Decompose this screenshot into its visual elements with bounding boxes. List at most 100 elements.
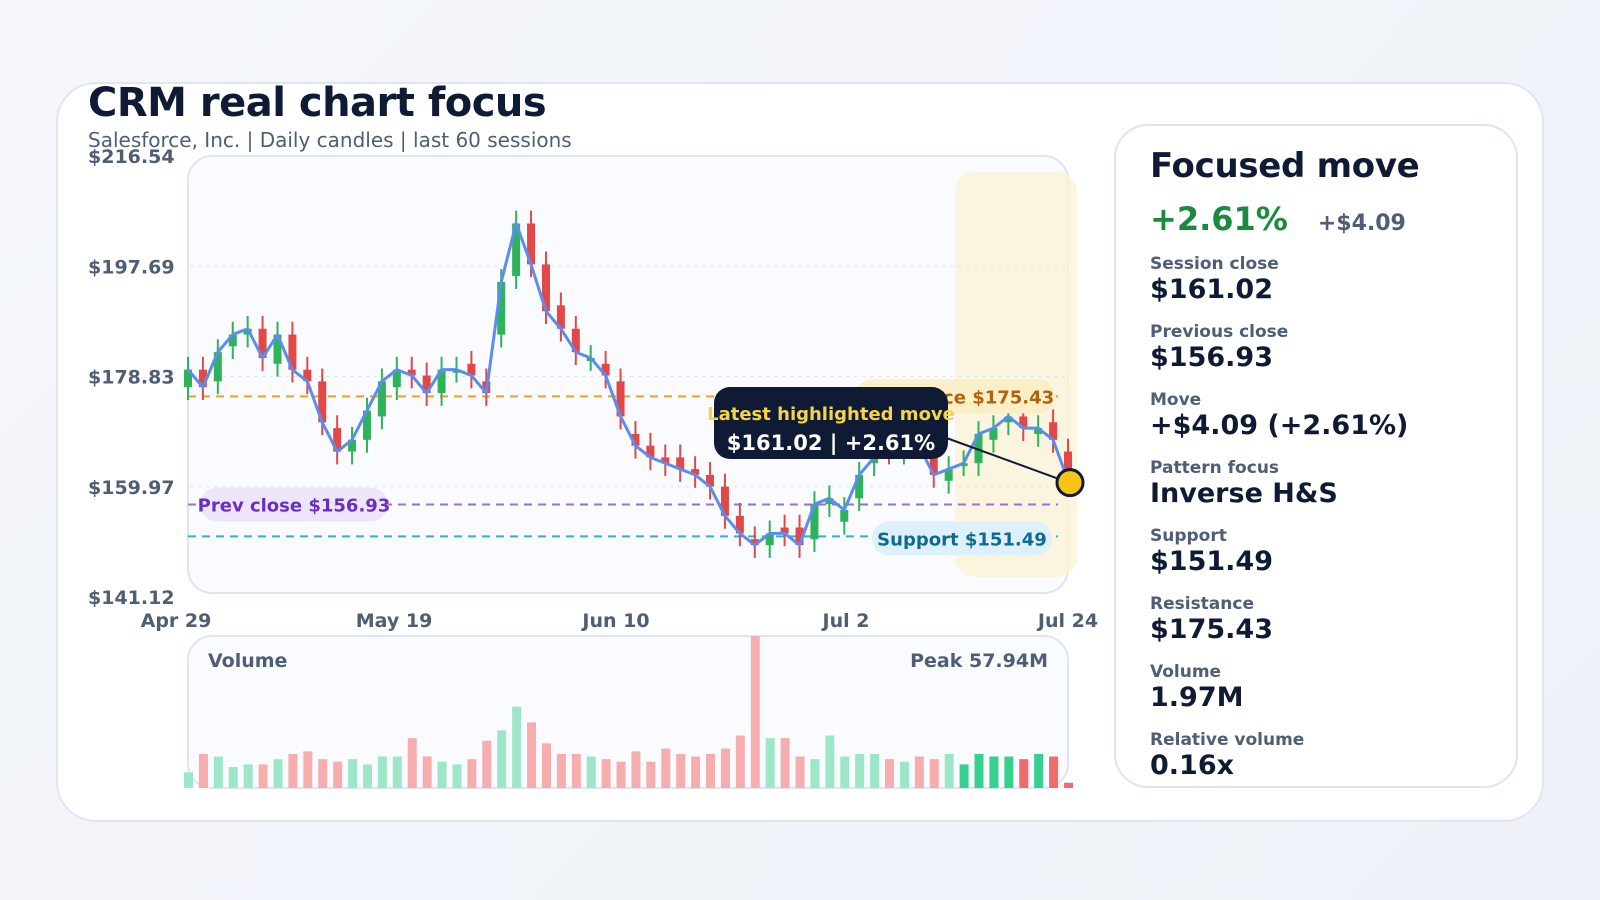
volume-bar bbox=[944, 753, 954, 788]
volume-bar bbox=[407, 738, 417, 788]
stat-label: Resistance bbox=[1150, 594, 1254, 614]
move-percent: +2.61% bbox=[1150, 200, 1288, 238]
volume-bar bbox=[571, 753, 581, 788]
prev-close-label: Prev close $156.93 bbox=[198, 496, 391, 517]
volume-peak-label: Peak 57.94M bbox=[910, 650, 1048, 672]
volume-bar bbox=[348, 759, 358, 788]
support-label: Support $151.49 bbox=[877, 529, 1047, 550]
volume-bar bbox=[989, 756, 999, 788]
candle-body bbox=[184, 369, 192, 388]
callout-title: Latest highlighted move bbox=[707, 404, 955, 425]
stat-session-close: Session close $161.02 bbox=[1150, 254, 1516, 306]
candle-body bbox=[810, 504, 819, 540]
volume-bar bbox=[646, 761, 656, 788]
candle-body bbox=[944, 469, 953, 481]
candle-body bbox=[765, 533, 774, 546]
volume-bar bbox=[780, 738, 790, 788]
candle-body bbox=[989, 428, 998, 440]
candle-body bbox=[1019, 416, 1028, 429]
focused-move-panel: Focused move +2.61% +$4.09 Session close… bbox=[1114, 124, 1518, 788]
y-tick-label: $141.12 bbox=[88, 587, 175, 609]
stat-value: Inverse H&S bbox=[1150, 478, 1338, 509]
volume-bar bbox=[541, 743, 551, 788]
stat-label: Support bbox=[1150, 526, 1227, 546]
stat-value: 0.16x bbox=[1150, 750, 1235, 781]
callout-connector bbox=[929, 431, 1070, 484]
panel-title: Focused move bbox=[1150, 146, 1420, 186]
move-amount: +$4.09 bbox=[1317, 211, 1406, 236]
stat-label: Pattern focus bbox=[1150, 458, 1280, 478]
candle-body bbox=[228, 334, 237, 347]
stat-previous-close: Previous close $156.93 bbox=[1150, 322, 1516, 374]
stat-relative-volume: Relative volume 0.16x bbox=[1150, 730, 1516, 782]
volume-bar bbox=[840, 756, 850, 788]
volume-bar bbox=[1004, 756, 1014, 788]
stat-value: $156.93 bbox=[1150, 342, 1273, 373]
volume-bar bbox=[273, 759, 283, 788]
volume-bar bbox=[914, 756, 924, 788]
candle-body bbox=[198, 369, 207, 388]
x-tick-label: Apr 29 bbox=[141, 610, 212, 632]
volume-bar bbox=[586, 756, 596, 788]
candle-body bbox=[333, 428, 342, 452]
candle-body bbox=[825, 498, 834, 505]
candle-body bbox=[1064, 451, 1072, 481]
volume-bar bbox=[735, 735, 745, 788]
candle-body bbox=[273, 334, 282, 364]
y-tick-label: $197.69 bbox=[88, 256, 175, 278]
x-tick-label: Jul 2 bbox=[821, 610, 870, 632]
chart-title: CRM real chart focus bbox=[88, 80, 547, 126]
candle-body bbox=[318, 381, 327, 423]
prev-close-label-pill bbox=[200, 487, 388, 522]
volume-bar bbox=[885, 759, 895, 788]
candle-body bbox=[840, 509, 849, 522]
candle-body bbox=[541, 264, 550, 312]
volume-bar bbox=[422, 756, 432, 788]
volume-bar bbox=[661, 748, 671, 788]
candle-body bbox=[750, 539, 759, 546]
stat-label: Relative volume bbox=[1150, 730, 1305, 750]
candle-body bbox=[467, 363, 476, 376]
candle-body bbox=[616, 381, 625, 417]
candle-body bbox=[661, 457, 670, 464]
volume-bar bbox=[676, 753, 686, 788]
stat-support: Support $151.49 bbox=[1150, 526, 1516, 578]
volume-bar bbox=[1034, 753, 1044, 788]
candle-body bbox=[1004, 416, 1013, 423]
volume-bar bbox=[184, 772, 193, 788]
candle-body bbox=[691, 469, 700, 475]
candle-body bbox=[288, 334, 297, 370]
volume-bar bbox=[527, 722, 537, 788]
volume-bar bbox=[198, 753, 208, 788]
stat-value: +$4.09 (+2.61%) bbox=[1150, 410, 1409, 441]
candle-body bbox=[676, 457, 685, 470]
volume-bar bbox=[288, 753, 298, 788]
volume-bar bbox=[497, 730, 507, 788]
volume-bar bbox=[959, 764, 969, 788]
candle-body bbox=[929, 451, 938, 475]
candle-body bbox=[780, 527, 789, 534]
stat-label: Session close bbox=[1150, 254, 1279, 274]
volume-bar bbox=[467, 759, 477, 788]
volume-label: Volume bbox=[208, 650, 287, 672]
volume-bar bbox=[706, 753, 716, 788]
candle-body bbox=[512, 223, 521, 277]
volume-bar bbox=[601, 759, 611, 788]
stat-label: Volume bbox=[1150, 662, 1222, 682]
chart-subtitle: Salesforce, Inc. | Daily candles | last … bbox=[88, 128, 572, 152]
volume-bar bbox=[392, 756, 402, 788]
volume-bar bbox=[1064, 782, 1073, 788]
x-tick-label: Jun 10 bbox=[580, 610, 649, 632]
candle-body bbox=[437, 369, 446, 394]
volume-bar bbox=[303, 751, 313, 788]
support-label-pill bbox=[872, 521, 1052, 556]
stat-pattern-focus: Pattern focus Inverse H&S bbox=[1150, 458, 1516, 510]
volume-bar bbox=[691, 756, 701, 788]
callout-value: $161.02 | +2.61% bbox=[727, 431, 935, 456]
candle-body bbox=[527, 223, 536, 265]
volume-bar bbox=[362, 764, 372, 788]
stat-resistance: Resistance $175.43 bbox=[1150, 594, 1516, 646]
stat-move: Move +$4.09 (+2.61%) bbox=[1150, 390, 1516, 442]
volume-bar bbox=[810, 759, 820, 788]
